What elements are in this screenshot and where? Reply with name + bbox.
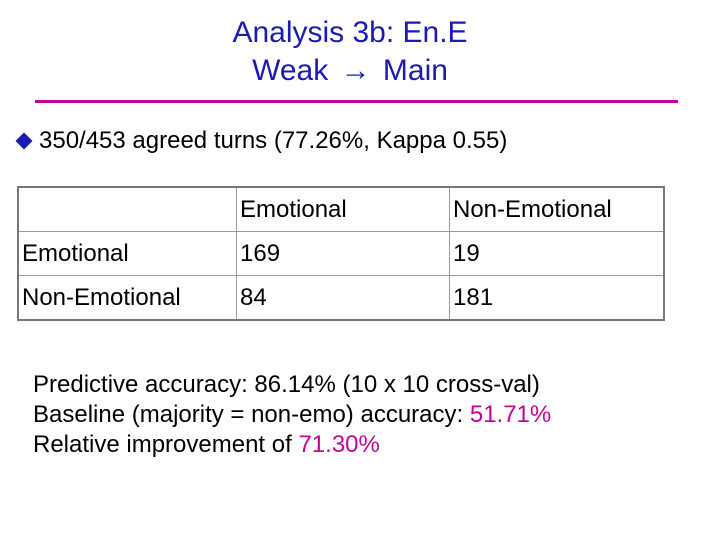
improvement-label: Relative improvement of xyxy=(33,431,299,458)
table-row-label: Emotional xyxy=(17,231,237,276)
table-header-cell: Emotional xyxy=(236,186,450,232)
baseline-label: Baseline (majority = non-emo) accuracy: xyxy=(33,401,470,428)
title-line-2: Weak → Main xyxy=(100,52,600,90)
table-corner-cell xyxy=(17,186,237,232)
title-weak: Weak xyxy=(252,54,329,87)
table-cell: 84 xyxy=(236,275,450,321)
relative-improvement-line: Relative improvement of 71.30% xyxy=(33,430,551,460)
table-cell: 181 xyxy=(449,275,665,321)
table-cell: 19 xyxy=(449,231,665,276)
table-row: Emotional 169 19 xyxy=(17,231,665,276)
baseline-value: 51.71% xyxy=(469,401,552,428)
bullet-item: 350/453 agreed turns (77.26%, Kappa 0.55… xyxy=(14,126,507,156)
right-arrow-icon: → xyxy=(340,54,371,87)
table-row: Non-Emotional 84 181 xyxy=(17,275,665,321)
predictive-accuracy-text: Predictive accuracy: 86.14% (10 x 10 cro… xyxy=(33,371,540,398)
table-header-row: Emotional Non-Emotional xyxy=(17,186,665,232)
diamond-bullet-icon xyxy=(15,132,33,150)
improvement-value: 71.30% xyxy=(298,431,380,458)
table-row-label: Non-Emotional xyxy=(17,275,237,321)
slide-title: Analysis 3b: En.E Weak → Main xyxy=(100,14,600,90)
stats-block: Predictive accuracy: 86.14% (10 x 10 cro… xyxy=(33,370,551,460)
table-header-cell: Non-Emotional xyxy=(449,186,665,232)
baseline-accuracy-line: Baseline (majority = non-emo) accuracy: … xyxy=(33,400,551,430)
bullet-text: 350/453 agreed turns (77.26%, Kappa 0.55… xyxy=(39,127,508,154)
confusion-matrix-table: Emotional Non-Emotional Emotional 169 19… xyxy=(17,186,665,321)
table-cell: 169 xyxy=(236,231,450,276)
title-line-1: Analysis 3b: En.E xyxy=(232,16,468,49)
title-main: Main xyxy=(382,54,448,87)
title-divider xyxy=(35,100,678,103)
